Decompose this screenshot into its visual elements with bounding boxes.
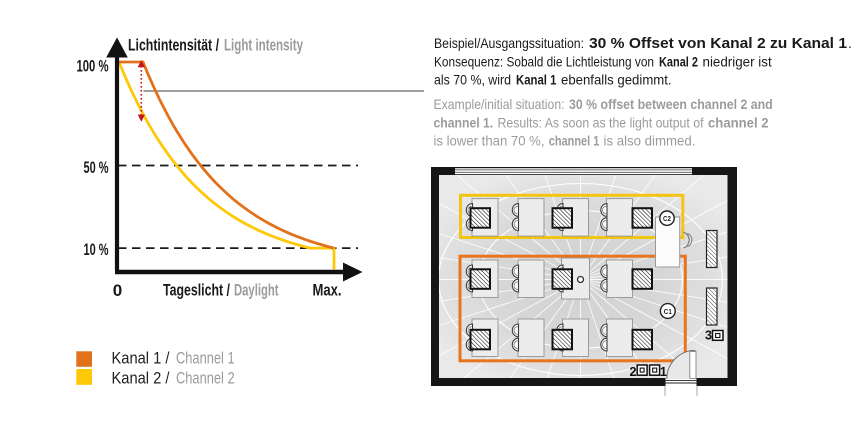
svg-text:100 %: 100 % [77, 57, 109, 76]
svg-text:C1: C1 [664, 307, 672, 316]
svg-text:Kanal 2 /Channel 2: Kanal 2 /Channel 2 [112, 369, 235, 387]
svg-text:Beispiel/Ausgangssituation:30: Beispiel/Ausgangssituation: 30 % Offset v… [434, 35, 852, 52]
svg-text:0: 0 [113, 281, 123, 300]
svg-text:50 %: 50 % [84, 158, 109, 177]
svg-text:Lichtintensität /: Lichtintensität / [128, 37, 219, 55]
svg-text:2: 2 [630, 364, 637, 379]
svg-text:Light intensity: Light intensity [224, 37, 304, 55]
svg-text:is lower than 70 %,channel 1is: is lower than 70 %, channel 1 is also dimm… [434, 133, 696, 149]
svg-text:Konsequenz: Sobald die Lichtle: Konsequenz: Sobald die Lichtleistung von… [434, 53, 772, 69]
svg-text:Kanal 1 /Channel 1: Kanal 1 /Channel 1 [112, 350, 235, 368]
svg-text:channel 1.Results: As soon as: channel 1. Results: As soon as the light … [434, 114, 769, 130]
svg-text:3: 3 [705, 328, 712, 343]
svg-text:Max.: Max. [313, 282, 342, 300]
svg-text:Tageslicht /: Tageslicht / [163, 282, 230, 300]
svg-text:1: 1 [660, 364, 667, 379]
svg-text:Daylight: Daylight [234, 282, 279, 300]
svg-text:10 %: 10 % [84, 240, 109, 259]
svg-text:Example/initial situation:30 %: Example/initial situation: 30 % offset be… [434, 96, 773, 112]
svg-text:C2: C2 [663, 214, 671, 223]
